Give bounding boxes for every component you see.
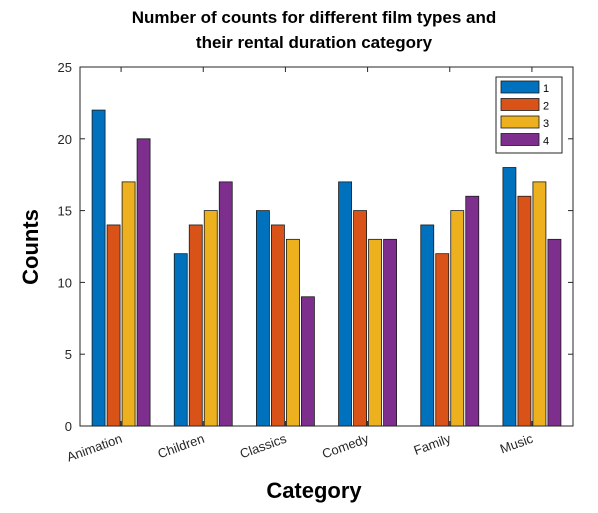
y-tick-label: 20 xyxy=(58,132,72,147)
legend-swatch-4 xyxy=(500,133,540,146)
bar-comedy-series-4 xyxy=(383,238,397,427)
x-tick-label-children: Children xyxy=(156,431,207,462)
bar-music-series-1 xyxy=(502,167,517,427)
legend-label-1: 1 xyxy=(543,83,549,95)
bar-music-series-4 xyxy=(547,238,562,427)
y-tick-label: 15 xyxy=(58,204,72,219)
chart-title-line-1: Number of counts for different film type… xyxy=(132,8,497,27)
bar-classics-series-4 xyxy=(301,296,315,427)
legend-swatch-2 xyxy=(500,98,540,111)
bar-classics-series-3 xyxy=(286,238,300,427)
y-tick-label: 5 xyxy=(65,347,72,362)
y-tick-label: 25 xyxy=(58,60,72,75)
bar-animation-series-2 xyxy=(106,224,121,427)
x-tick-label-family: Family xyxy=(412,431,454,458)
x-tick-label-music: Music xyxy=(498,431,536,457)
bar-family-series-1 xyxy=(420,224,435,427)
legend-label-3: 3 xyxy=(543,118,549,130)
bar-classics-series-1 xyxy=(256,210,270,427)
bar-family-series-3 xyxy=(450,210,465,427)
axes-box xyxy=(79,66,574,427)
bar-music-series-3 xyxy=(532,181,547,427)
bar-animation-series-3 xyxy=(121,181,136,427)
bar-comedy-series-2 xyxy=(353,210,367,427)
legend-swatch-1 xyxy=(500,80,540,94)
bar-classics-series-2 xyxy=(271,224,285,427)
chart-title: Number of counts for different film type… xyxy=(132,8,497,52)
x-tick-label-comedy: Comedy xyxy=(320,431,371,462)
chart-title-line-2: their rental duration category xyxy=(196,33,433,52)
legend-label-2: 2 xyxy=(543,101,549,113)
x-tick-label-animation: Animation xyxy=(65,431,124,465)
bar-family-series-4 xyxy=(465,195,480,427)
bar-music-series-2 xyxy=(517,195,532,427)
legend-swatch-3 xyxy=(500,115,540,129)
bar-children-series-1 xyxy=(173,253,188,427)
legend: 1 2 3 4 xyxy=(495,76,563,154)
bar-comedy-series-1 xyxy=(338,181,352,427)
y-tick-label: 10 xyxy=(58,275,72,290)
bar-children-series-2 xyxy=(188,224,203,427)
y-tick-label: 0 xyxy=(65,419,72,434)
bar-children-series-4 xyxy=(218,181,233,427)
bar-family-series-2 xyxy=(435,253,450,427)
x-axis-label: Category xyxy=(266,478,362,503)
y-axis-label: Counts xyxy=(18,209,43,285)
bar-animation-series-1 xyxy=(91,109,106,427)
legend-label-4: 4 xyxy=(543,136,549,148)
plot-area: 0 5 10 15 20 25 Animation Children Classics Comed… xyxy=(58,60,574,465)
bar-comedy-series-3 xyxy=(368,238,382,427)
bar-animation-series-4 xyxy=(136,138,151,427)
bar-children-series-3 xyxy=(203,210,218,427)
x-tick-label-classics: Classics xyxy=(238,431,289,462)
